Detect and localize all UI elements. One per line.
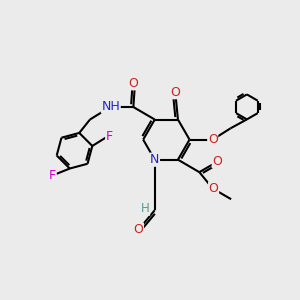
Text: O: O xyxy=(212,155,222,168)
Text: NH: NH xyxy=(101,100,120,113)
Text: O: O xyxy=(208,133,218,146)
Text: O: O xyxy=(209,182,218,195)
Text: H: H xyxy=(141,202,150,215)
Text: F: F xyxy=(106,130,113,143)
Text: O: O xyxy=(171,86,181,99)
Text: N: N xyxy=(150,153,159,166)
Text: O: O xyxy=(128,77,138,90)
Text: O: O xyxy=(134,223,143,236)
Text: F: F xyxy=(49,169,56,182)
